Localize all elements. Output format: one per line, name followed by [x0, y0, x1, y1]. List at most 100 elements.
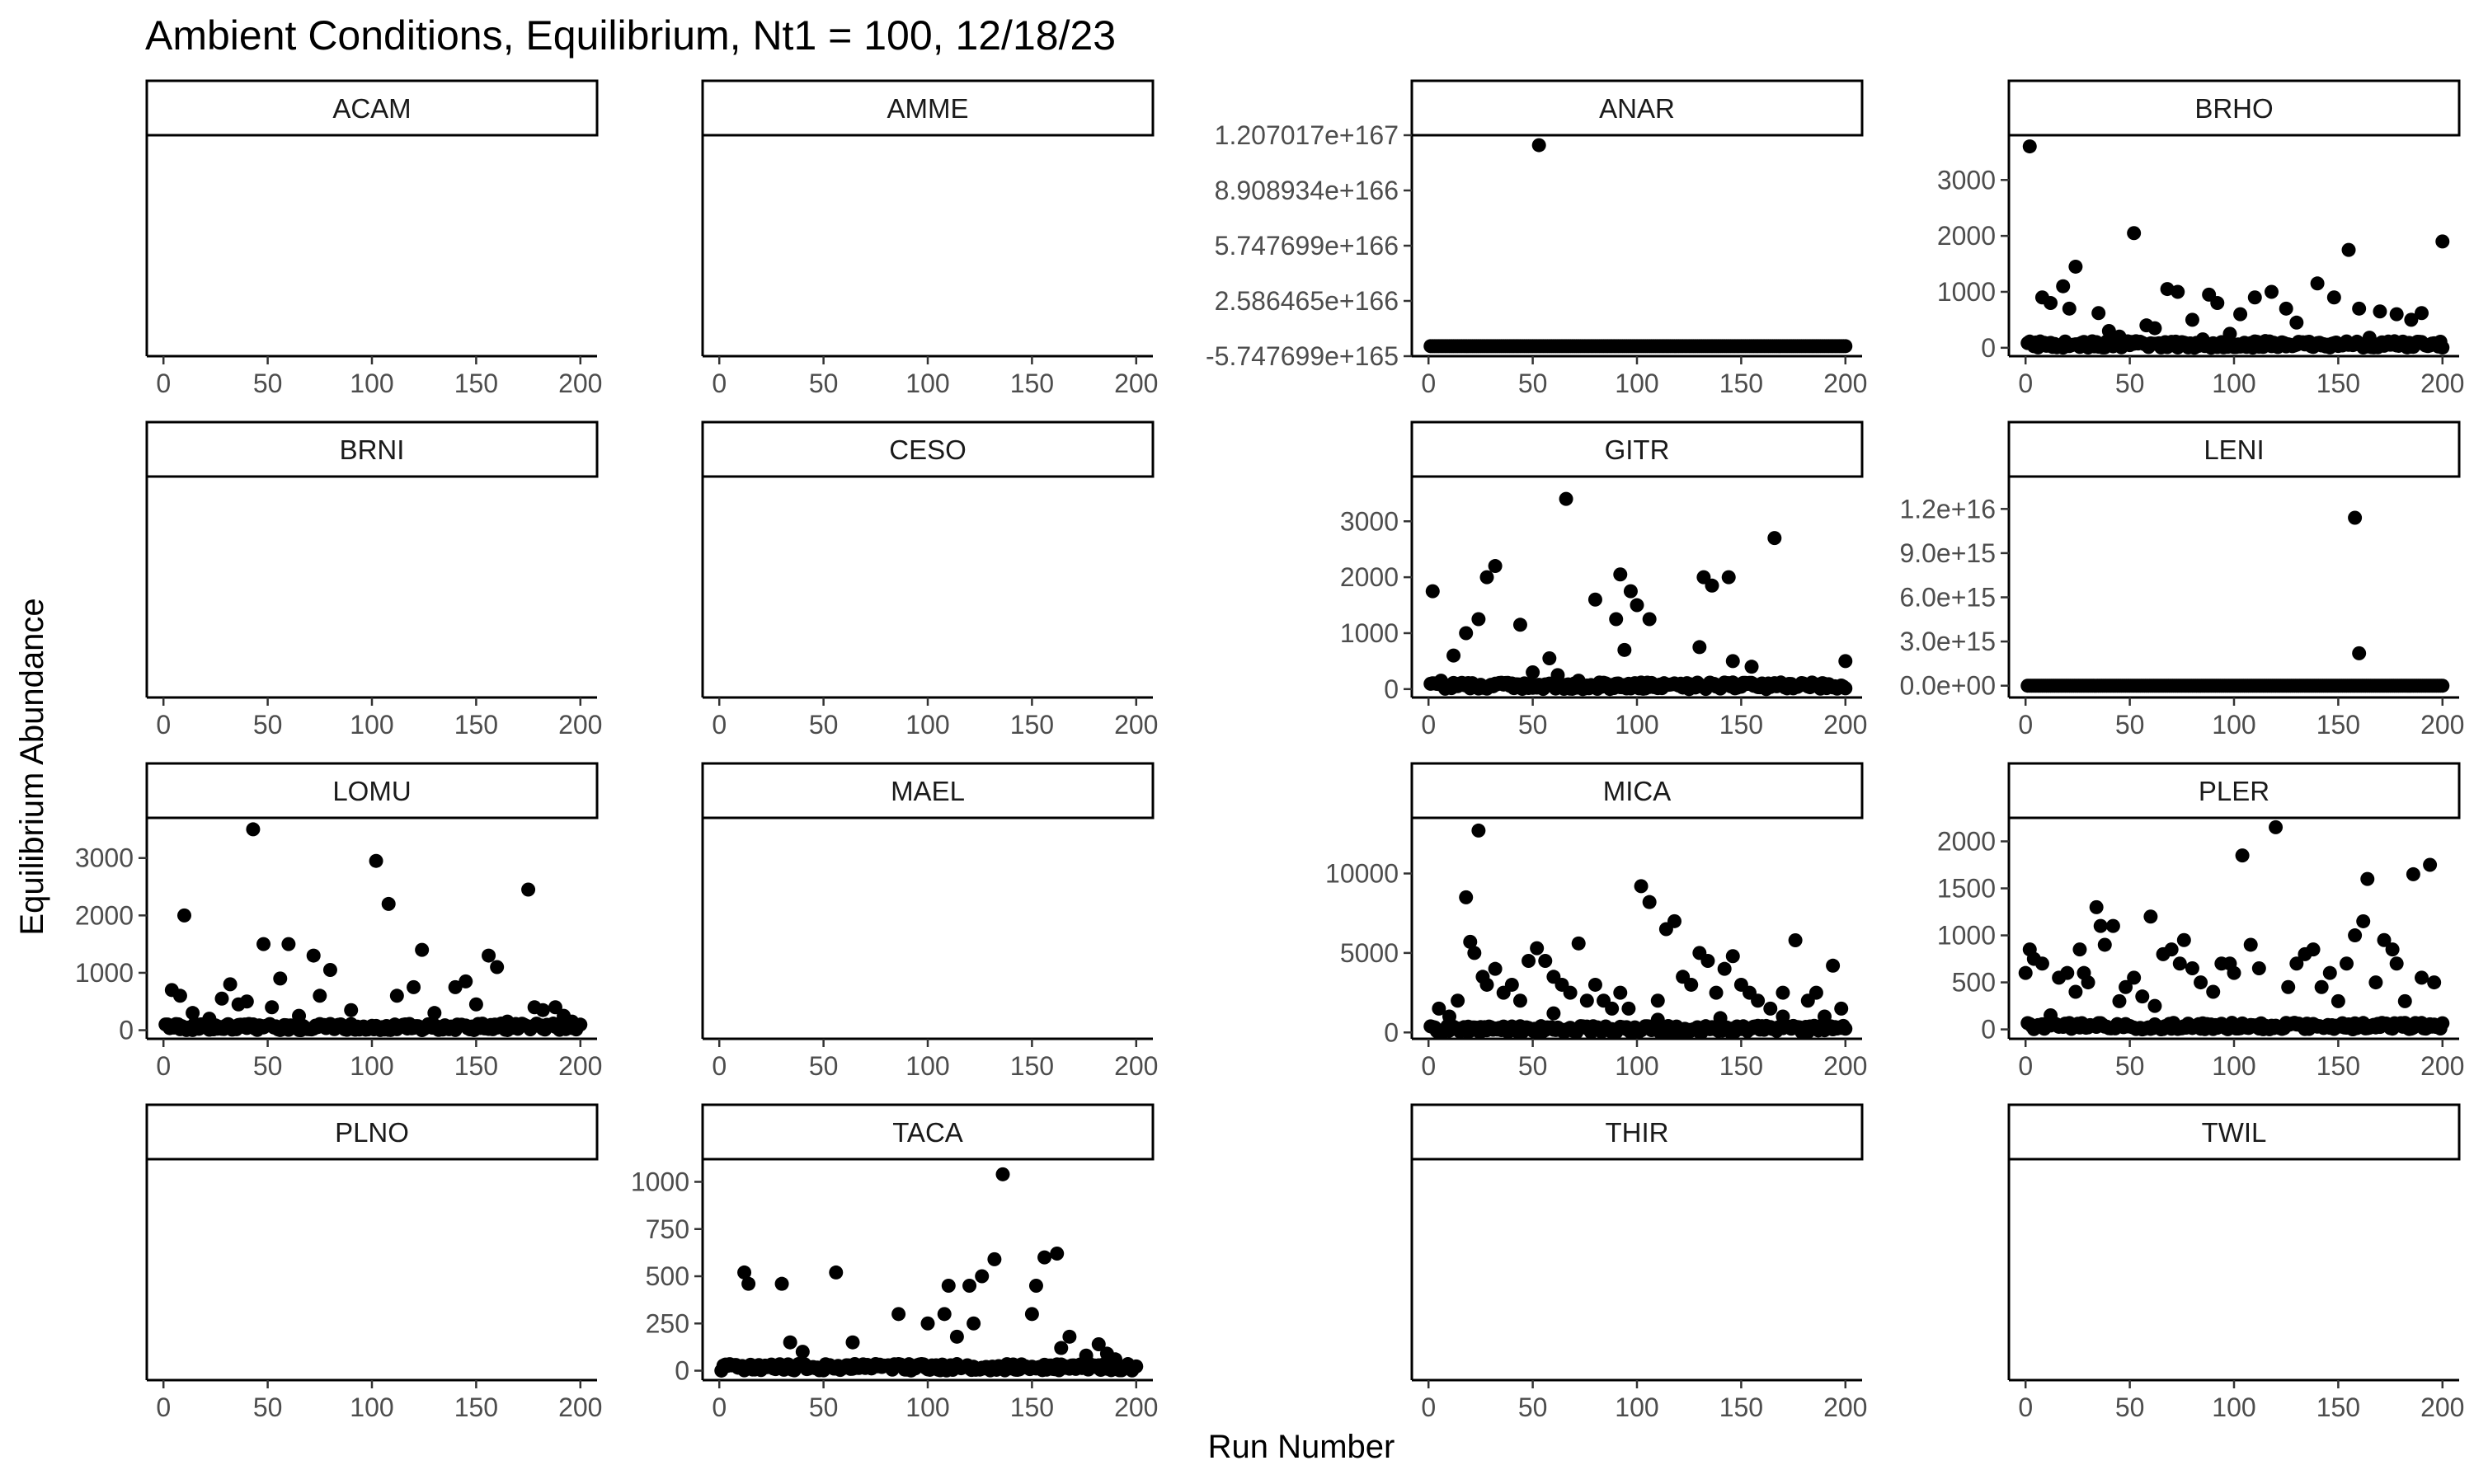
data-point [2056, 279, 2071, 294]
data-point [1709, 985, 1724, 1000]
data-point [1050, 1247, 1065, 1261]
strip-acam [145, 79, 599, 137]
data-point [1613, 985, 1628, 1000]
data-point [1504, 676, 1519, 691]
data-point [1479, 570, 1494, 585]
strip-mica [1410, 762, 1864, 819]
data-point [2112, 329, 2127, 344]
data-point [2235, 848, 2250, 863]
x-tick-label: 100 [1615, 710, 1658, 740]
data-point [1530, 941, 1545, 956]
data-point [2081, 975, 2095, 990]
data-point [2185, 960, 2199, 975]
data-point [2310, 276, 2325, 291]
x-tick-label: 0 [1421, 369, 1436, 398]
data-point [344, 1003, 359, 1017]
data-point [427, 1006, 442, 1021]
data-point [1522, 954, 1536, 969]
data-point [1024, 1307, 1039, 1322]
x-tick-label: 200 [1823, 710, 1867, 740]
data-point [448, 979, 463, 994]
data-point [2147, 321, 2162, 336]
data-point [2348, 928, 2363, 943]
x-tick-label: 0 [1421, 710, 1436, 740]
x-tick-label: 100 [905, 1051, 949, 1081]
data-point [1488, 961, 1503, 976]
data-point [1079, 1348, 1094, 1363]
data-point [1605, 1001, 1620, 1016]
data-point [407, 979, 421, 994]
points-leni [2020, 510, 2450, 693]
data-point [2404, 312, 2419, 327]
y-tick-label: 0 [675, 1356, 689, 1386]
y-tick-label: 2.586465e+166 [1215, 286, 1399, 316]
data-point [2340, 956, 2354, 971]
data-point [1623, 584, 1638, 599]
strip-twil [2007, 1103, 2461, 1161]
y-tick-label: 1500 [1937, 874, 1996, 904]
data-point [1471, 823, 1486, 838]
data-point [920, 1316, 935, 1331]
strip-ceso [701, 420, 1155, 478]
data-point [2352, 301, 2367, 316]
data-point [177, 908, 191, 923]
data-point [1838, 1021, 1853, 1036]
x-tick-label: 100 [350, 1051, 393, 1081]
data-point [1776, 1009, 1790, 1024]
x-tick-label: 150 [2316, 369, 2360, 398]
data-point [2044, 1007, 2058, 1022]
points-lomu [158, 822, 588, 1038]
data-point [2306, 942, 2321, 957]
data-point [2251, 960, 2266, 975]
data-point [1446, 648, 1461, 663]
x-tick-label: 50 [1518, 369, 1548, 398]
panel-brni: BRNI 0 50 100 150 200 [145, 420, 602, 740]
data-point [2435, 679, 2450, 693]
data-point [962, 1278, 977, 1293]
data-point [1459, 890, 1474, 904]
strip-label-brho: BRHO [2194, 93, 2273, 124]
data-point [1054, 1341, 1069, 1355]
points-gitr [1423, 491, 1853, 697]
data-point [1630, 598, 1644, 613]
x-tick-label: 150 [2316, 1051, 2360, 1081]
x-tick-label: 150 [1010, 1392, 1054, 1422]
data-point [1062, 1329, 1077, 1344]
x-tick-label: 50 [253, 1051, 283, 1081]
data-point [2210, 296, 2225, 311]
data-point [292, 1008, 307, 1023]
x-tick-label: 150 [454, 369, 498, 398]
strip-taca [701, 1103, 1155, 1161]
x-tick-label: 150 [1719, 369, 1763, 398]
y-tick-label: -5.747699e+165 [1206, 341, 1399, 371]
data-point [2389, 307, 2404, 322]
strip-label-plno: PLNO [335, 1117, 409, 1148]
data-point [2119, 979, 2133, 994]
data-point [949, 1329, 964, 1344]
y-axis-title: Equilibrium Abundance [14, 598, 50, 935]
x-tick-label: 200 [558, 369, 602, 398]
strip-label-acam: ACAM [332, 93, 411, 124]
x-tick-label: 200 [1114, 710, 1158, 740]
data-point [783, 1335, 797, 1350]
y-tick-label: 5.747699e+166 [1215, 231, 1399, 261]
data-point [172, 989, 187, 1003]
data-point [1700, 954, 1715, 969]
data-point [1838, 339, 1853, 354]
data-point [306, 948, 321, 963]
data-point [2368, 975, 2383, 990]
strip-label-ceso: CESO [889, 434, 967, 465]
x-tick-label: 0 [156, 1051, 171, 1081]
x-tick-label: 150 [454, 1392, 498, 1422]
data-point [2176, 932, 2191, 947]
data-point [2389, 956, 2404, 971]
strip-label-leni: LENI [2204, 434, 2264, 465]
x-tick-label: 100 [2212, 710, 2255, 740]
x-tick-label: 0 [712, 1051, 727, 1081]
data-point [565, 1014, 580, 1029]
data-point [2022, 139, 2037, 154]
panel-mica: MICA 0 50 100 150 200 0 5000 10000 [1325, 762, 1867, 1081]
data-point [1788, 932, 1803, 947]
data-point [2326, 290, 2341, 305]
facet-panels: ACAM 0 50 100 150 200 AMME 0 50 100 150 200 ANAR 0 50 1… [75, 79, 2464, 1422]
